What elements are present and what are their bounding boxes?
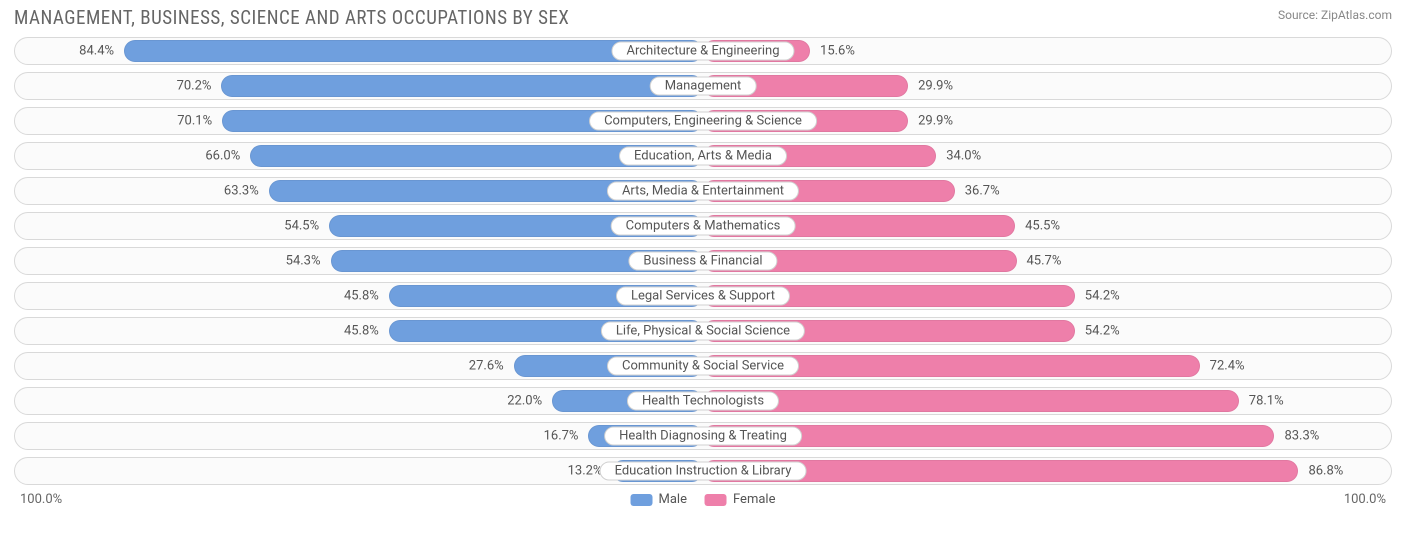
chart-row-inner: 45.8% 54.2% Legal Services & Support	[17, 285, 1389, 307]
legend-male: Male	[631, 492, 687, 507]
value-female: 83.3%	[1284, 429, 1319, 444]
bar-male	[221, 75, 703, 97]
value-female: 36.7%	[965, 184, 1000, 199]
chart-row: 27.6% 72.4% Community & Social Service	[14, 352, 1392, 380]
source-label: Source: ZipAtlas.com	[1278, 8, 1392, 22]
value-female: 54.2%	[1085, 324, 1120, 339]
axis-right-label: 100.0%	[1344, 492, 1386, 507]
chart-row-inner: 70.2% 29.9% Management	[17, 75, 1389, 97]
category-label: Business & Financial	[628, 252, 777, 271]
value-male: 70.2%	[177, 79, 212, 94]
value-female: 45.5%	[1025, 219, 1060, 234]
value-male: 45.8%	[344, 289, 379, 304]
category-label: Legal Services & Support	[616, 287, 790, 306]
category-label: Computers, Engineering & Science	[589, 112, 817, 131]
value-male: 16.7%	[544, 429, 579, 444]
chart-row: 66.0% 34.0% Education, Arts & Media	[14, 142, 1392, 170]
value-female: 78.1%	[1249, 394, 1284, 409]
chart-container: MANAGEMENT, BUSINESS, SCIENCE AND ARTS O…	[0, 0, 1406, 559]
value-male: 70.1%	[177, 114, 212, 129]
chart-row: 54.5% 45.5% Computers & Mathematics	[14, 212, 1392, 240]
value-male: 22.0%	[507, 394, 542, 409]
chart-row: 70.2% 29.9% Management	[14, 72, 1392, 100]
value-male: 54.3%	[286, 254, 321, 269]
legend-male-label: Male	[659, 492, 687, 507]
chart-footer: 100.0% 100.0% Male Female	[14, 492, 1392, 532]
category-label: Education Instruction & Library	[600, 462, 807, 481]
chart-row-inner: 27.6% 72.4% Community & Social Service	[17, 355, 1389, 377]
value-female: 29.9%	[918, 114, 953, 129]
legend: Male Female	[631, 492, 776, 507]
chart-row-inner: 66.0% 34.0% Education, Arts & Media	[17, 145, 1389, 167]
value-female: 72.4%	[1210, 359, 1245, 374]
chart-row: 54.3% 45.7% Business & Financial	[14, 247, 1392, 275]
chart-row: 22.0% 78.1% Health Technologists	[14, 387, 1392, 415]
value-female: 54.2%	[1085, 289, 1120, 304]
chart-row-inner: 22.0% 78.1% Health Technologists	[17, 390, 1389, 412]
category-label: Health Technologists	[627, 392, 779, 411]
chart-row-inner: 54.3% 45.7% Business & Financial	[17, 250, 1389, 272]
value-male: 66.0%	[205, 149, 240, 164]
legend-male-swatch	[631, 494, 653, 506]
legend-female-label: Female	[733, 492, 775, 507]
category-label: Arts, Media & Entertainment	[607, 182, 799, 201]
header: MANAGEMENT, BUSINESS, SCIENCE AND ARTS O…	[14, 6, 1392, 29]
category-label: Computers & Mathematics	[611, 217, 796, 236]
value-male: 45.8%	[344, 324, 379, 339]
value-female: 86.8%	[1308, 464, 1343, 479]
chart-row-inner: 16.7% 83.3% Health Diagnosing & Treating	[17, 425, 1389, 447]
value-female: 29.9%	[918, 79, 953, 94]
chart-row: 63.3% 36.7% Arts, Media & Entertainment	[14, 177, 1392, 205]
chart-row-inner: 84.4% 15.6% Architecture & Engineering	[17, 40, 1389, 62]
category-label: Community & Social Service	[607, 357, 799, 376]
legend-female-swatch	[705, 494, 727, 506]
value-male: 63.3%	[224, 184, 259, 199]
category-label: Education, Arts & Media	[619, 147, 787, 166]
chart-row: 70.1% 29.9% Computers, Engineering & Scien…	[14, 107, 1392, 135]
category-label: Management	[650, 77, 757, 96]
axis-left-label: 100.0%	[20, 492, 62, 507]
chart-row: 45.8% 54.2% Legal Services & Support	[14, 282, 1392, 310]
chart-row-inner: 54.5% 45.5% Computers & Mathematics	[17, 215, 1389, 237]
chart-row: 84.4% 15.6% Architecture & Engineering	[14, 37, 1392, 65]
legend-female: Female	[705, 492, 775, 507]
value-female: 15.6%	[820, 44, 855, 59]
chart-row-inner: 70.1% 29.9% Computers, Engineering & Scien…	[17, 110, 1389, 132]
chart-row-inner: 13.2% 86.8% Education Instruction & Librar…	[17, 460, 1389, 482]
chart-row: 13.2% 86.8% Education Instruction & Librar…	[14, 457, 1392, 485]
category-label: Life, Physical & Social Science	[601, 322, 805, 341]
value-male: 13.2%	[568, 464, 603, 479]
chart-row: 45.8% 54.2% Life, Physical & Social Scienc…	[14, 317, 1392, 345]
chart-area: 84.4% 15.6% Architecture & Engineering 70.2…	[14, 37, 1392, 485]
chart-row: 16.7% 83.3% Health Diagnosing & Treating	[14, 422, 1392, 450]
category-label: Health Diagnosing & Treating	[604, 427, 802, 446]
value-male: 54.5%	[284, 219, 319, 234]
value-male: 27.6%	[469, 359, 504, 374]
chart-title: MANAGEMENT, BUSINESS, SCIENCE AND ARTS O…	[14, 6, 569, 29]
value-female: 34.0%	[946, 149, 981, 164]
bar-female	[703, 390, 1239, 412]
value-male: 84.4%	[79, 44, 114, 59]
category-label: Architecture & Engineering	[611, 42, 794, 61]
chart-row-inner: 45.8% 54.2% Life, Physical & Social Scienc…	[17, 320, 1389, 342]
value-female: 45.7%	[1027, 254, 1062, 269]
chart-row-inner: 63.3% 36.7% Arts, Media & Entertainment	[17, 180, 1389, 202]
